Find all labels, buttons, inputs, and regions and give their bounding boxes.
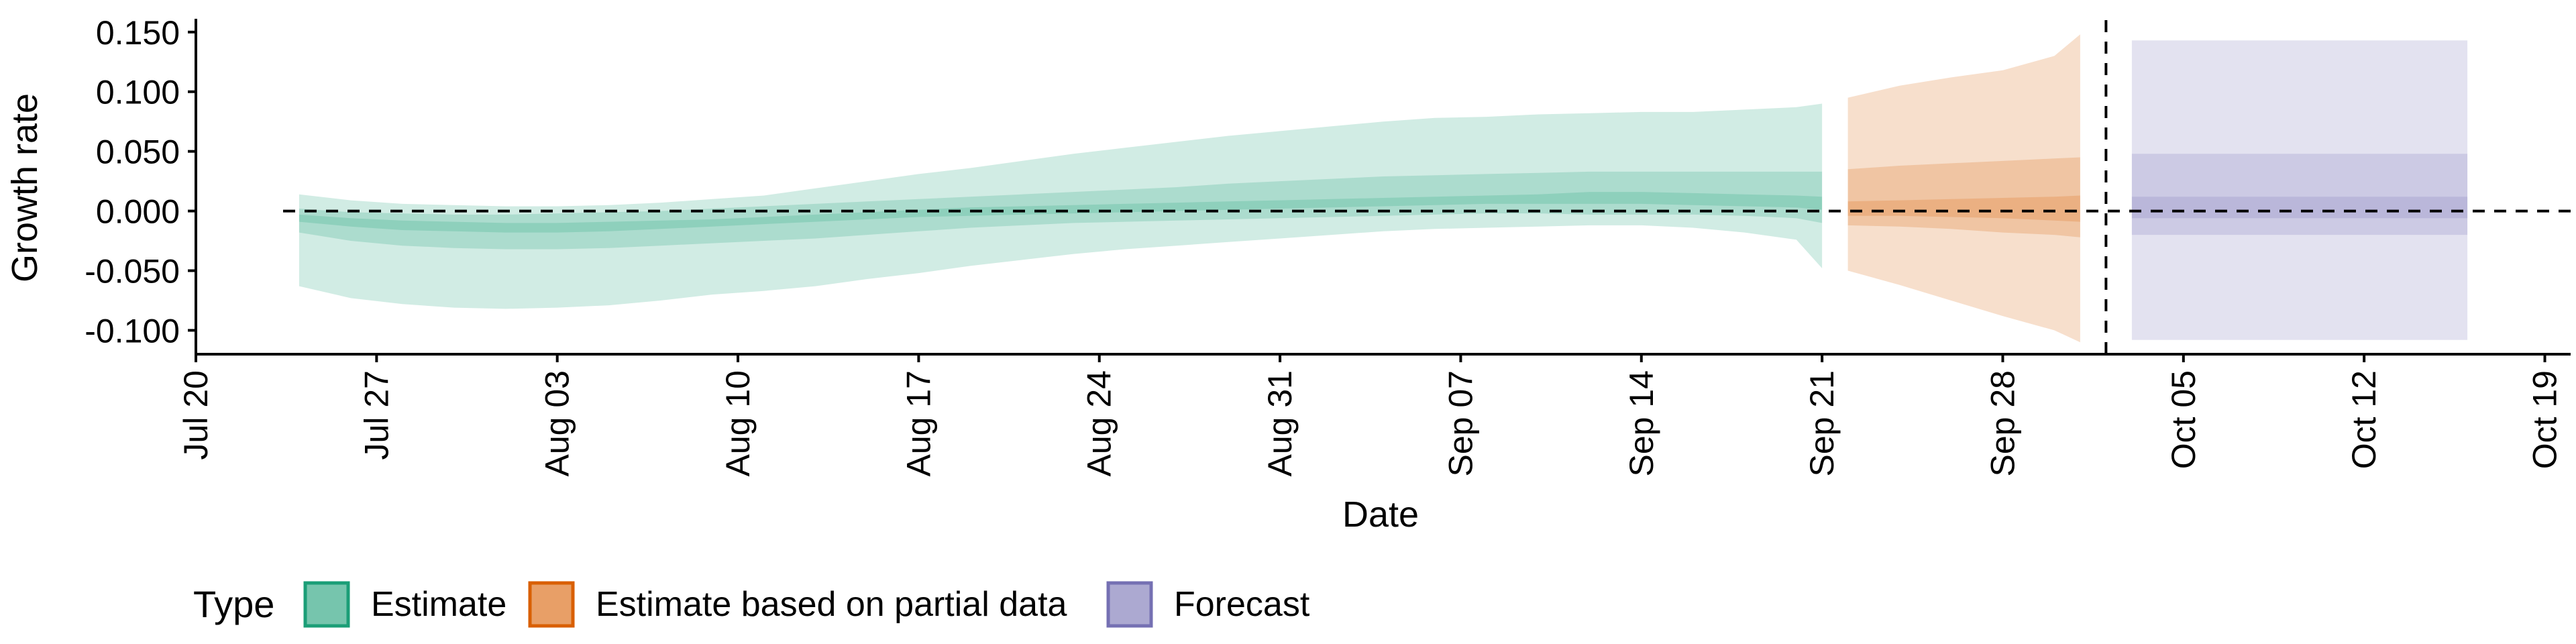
x-tick-label: Aug 24 — [1081, 370, 1118, 476]
x-tick-label: Oct 19 — [2526, 370, 2564, 469]
series-bands — [299, 34, 2468, 343]
legend-title: Type — [193, 583, 274, 625]
x-tick-label: Jul 20 — [177, 370, 215, 460]
band-50-series-1 — [1847, 157, 2080, 237]
x-tick-label: Oct 05 — [2165, 370, 2202, 469]
axes: 0.150 0.100 0.050 0.000 -0.050 -0.100 Jul 20 Ju… — [85, 14, 2571, 476]
legend: Type Estimate Estimate based on partial d… — [193, 581, 1310, 628]
legend-item: Estimate — [303, 581, 506, 628]
legend-label: Estimate based on partial data — [596, 585, 1067, 624]
legend-swatch — [1106, 581, 1153, 628]
x-tick-label: Sep 14 — [1623, 370, 1660, 476]
x-tick-label: Aug 10 — [719, 370, 757, 476]
y-tick-label: -0.100 — [85, 312, 180, 350]
legend-swatch — [303, 581, 350, 628]
y-tick-label: -0.050 — [85, 253, 180, 290]
legend-label: Forecast — [1174, 585, 1310, 624]
band-90-series-0 — [299, 103, 1823, 309]
legend-item: Estimate based on partial data — [528, 581, 1067, 628]
legend-label: Estimate — [371, 585, 506, 624]
x-axis-label: Date — [1342, 494, 1419, 535]
band-90-series-2 — [2131, 40, 2468, 340]
reference-lines — [283, 20, 2571, 354]
x-tick-label: Sep 07 — [1442, 370, 1479, 476]
y-tick-label: 0.000 — [96, 193, 180, 231]
x-tick-label: Sep 28 — [1984, 370, 2021, 476]
series-0 — [299, 103, 1823, 309]
legend-item: Forecast — [1106, 581, 1310, 628]
y-tick-label: 0.050 — [96, 133, 180, 171]
series-2 — [2131, 40, 2468, 340]
x-tick-label: Aug 03 — [539, 370, 576, 476]
y-tick-label: 0.150 — [96, 14, 180, 52]
x-tick-label: Sep 21 — [1803, 370, 1841, 476]
x-tick-label: Aug 31 — [1261, 370, 1299, 476]
band-50-series-2 — [2131, 154, 2468, 235]
legend-swatch — [528, 581, 575, 628]
x-tick-label: Jul 27 — [358, 370, 395, 460]
band-90-series-1 — [1847, 34, 2080, 343]
series-1 — [1847, 34, 2080, 343]
x-tick-label: Oct 12 — [2345, 370, 2383, 469]
band-20-series-1 — [1847, 195, 2080, 222]
x-tick-label: Aug 17 — [900, 370, 937, 476]
band-20-series-2 — [2131, 197, 2468, 219]
y-axis-label: Growth rate — [5, 93, 45, 282]
y-tick-label: 0.100 — [96, 74, 180, 111]
